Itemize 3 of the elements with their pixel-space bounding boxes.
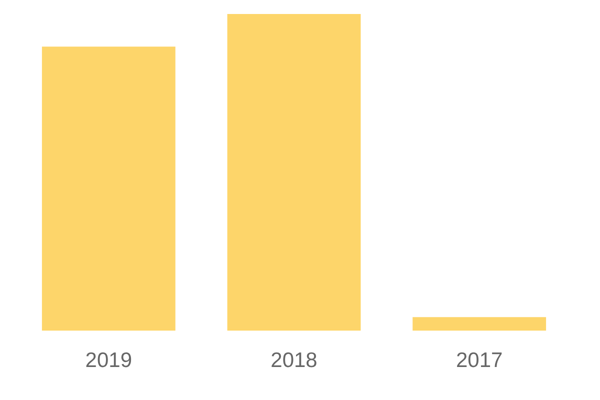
x-tick-label: 2019 <box>85 349 132 372</box>
x-tick-label: 2017 <box>456 349 503 372</box>
x-tick-label: 2018 <box>270 349 318 372</box>
